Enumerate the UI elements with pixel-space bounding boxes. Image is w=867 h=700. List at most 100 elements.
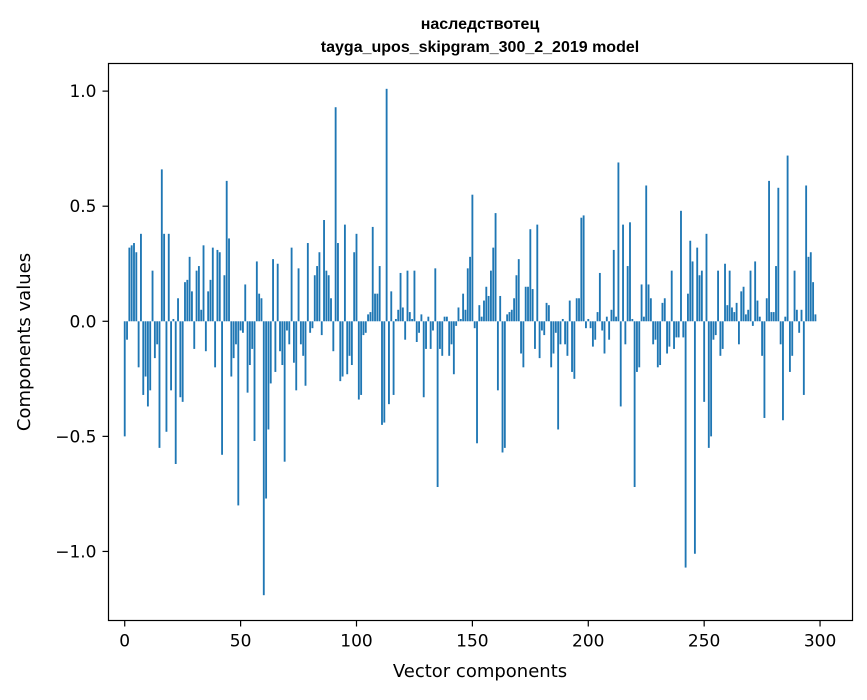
bar xyxy=(327,275,330,322)
bar xyxy=(812,282,815,322)
bar xyxy=(452,321,455,375)
bar xyxy=(540,321,543,331)
bar xyxy=(740,291,743,322)
bar xyxy=(598,272,601,322)
bar xyxy=(339,321,342,382)
bar xyxy=(378,266,381,322)
bar xyxy=(160,169,163,322)
bar xyxy=(568,300,571,322)
bar xyxy=(483,300,485,322)
bar xyxy=(805,185,808,322)
bar xyxy=(807,256,810,322)
x-tick-label: 300 xyxy=(804,632,836,652)
bar xyxy=(696,247,699,322)
bar xyxy=(763,321,766,418)
bar xyxy=(772,312,775,322)
bar xyxy=(360,321,363,395)
bar xyxy=(443,316,446,322)
bar xyxy=(587,318,590,322)
bar xyxy=(374,293,376,322)
bar xyxy=(299,321,302,345)
bar xyxy=(550,321,553,368)
bar xyxy=(520,321,522,354)
bar xyxy=(383,321,386,423)
bar xyxy=(225,180,228,322)
bar xyxy=(207,291,210,322)
bar xyxy=(557,321,560,430)
bar xyxy=(649,298,652,322)
bar xyxy=(242,321,244,333)
bar xyxy=(209,279,212,322)
bar xyxy=(765,298,768,322)
bar xyxy=(401,307,404,322)
bar xyxy=(707,321,710,448)
bar xyxy=(744,314,747,322)
bar xyxy=(191,291,193,322)
bar xyxy=(385,88,388,322)
bar xyxy=(158,321,161,448)
bar xyxy=(394,318,397,322)
bar xyxy=(462,293,465,322)
bar xyxy=(165,321,168,432)
bar xyxy=(747,309,750,322)
bar xyxy=(413,270,416,322)
bar xyxy=(735,302,738,322)
bar xyxy=(357,321,360,400)
bar xyxy=(809,252,812,322)
bar xyxy=(712,321,715,340)
bar xyxy=(698,275,701,322)
bar xyxy=(615,316,618,322)
x-tick-label: 50 xyxy=(230,632,252,652)
bar xyxy=(531,289,534,322)
bar xyxy=(738,321,740,345)
bar xyxy=(202,245,205,322)
bar xyxy=(390,291,393,322)
bar xyxy=(622,224,624,322)
bar xyxy=(758,316,761,322)
bar xyxy=(216,249,219,322)
bar xyxy=(693,321,696,554)
bar xyxy=(255,261,258,322)
bar xyxy=(418,321,420,333)
bar xyxy=(591,321,594,347)
bar xyxy=(262,321,265,596)
bar xyxy=(585,321,587,329)
x-tick-label: 100 xyxy=(340,632,372,652)
bar xyxy=(640,284,643,322)
bar xyxy=(135,252,138,322)
bar xyxy=(228,238,230,322)
bar xyxy=(429,321,432,349)
bar xyxy=(473,321,476,329)
bar xyxy=(323,220,325,322)
bar xyxy=(580,217,583,322)
bar xyxy=(642,316,645,322)
bar xyxy=(471,194,474,322)
plot-frame xyxy=(107,62,854,622)
bar xyxy=(647,284,650,322)
bar xyxy=(536,224,539,322)
bar xyxy=(211,247,214,322)
bar xyxy=(153,321,156,359)
x-tick-label: 250 xyxy=(688,632,720,652)
bar xyxy=(529,229,532,322)
bar xyxy=(133,243,135,322)
bar xyxy=(237,321,240,506)
bar xyxy=(283,321,286,462)
bar xyxy=(214,321,217,368)
bar xyxy=(666,321,668,354)
bar xyxy=(397,309,400,322)
bar xyxy=(684,321,687,568)
bar xyxy=(487,295,490,322)
bar xyxy=(260,298,263,322)
bar xyxy=(288,321,291,345)
bar xyxy=(545,302,548,322)
bar xyxy=(605,316,608,322)
bar xyxy=(411,318,414,322)
bar xyxy=(770,312,773,322)
bar xyxy=(253,321,256,441)
bar xyxy=(432,321,434,331)
bar xyxy=(612,249,615,322)
bar xyxy=(355,233,358,322)
bar xyxy=(353,252,356,322)
